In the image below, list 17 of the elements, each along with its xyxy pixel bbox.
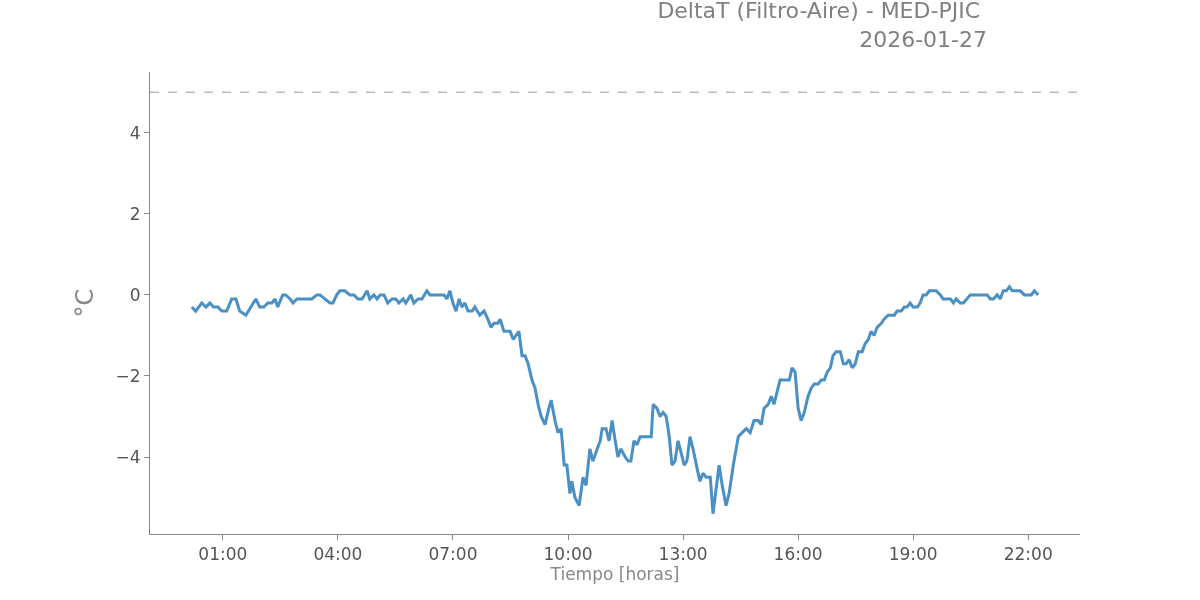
x-tick-label: 22:00 [1003, 544, 1053, 565]
x-tick-label: 04:00 [313, 544, 363, 565]
x-tick-label: 19:00 [888, 544, 938, 565]
y-tick-label: 4 [129, 122, 141, 143]
x-tick-label: 10:00 [543, 544, 593, 565]
x-tick-label: 16:00 [773, 544, 823, 565]
x-tick-label: 07:00 [428, 544, 478, 565]
y-tick-label: −2 [115, 365, 141, 386]
x-tick-label: 01:00 [198, 544, 248, 565]
x-tick-label: 13:00 [658, 544, 708, 565]
y-tick-label: 0 [129, 284, 141, 305]
x-axis-title: Tiempo [horas] [549, 564, 680, 585]
y-axis-title: °C [70, 288, 99, 318]
y-tick-label: 2 [129, 203, 141, 224]
chart-title: DeltaT (Filtro-Aire) - MED-PJIC 2026-01-27 [657, 0, 987, 52]
line-series [190, 285, 1040, 516]
y-tick-label: −4 [115, 446, 141, 467]
